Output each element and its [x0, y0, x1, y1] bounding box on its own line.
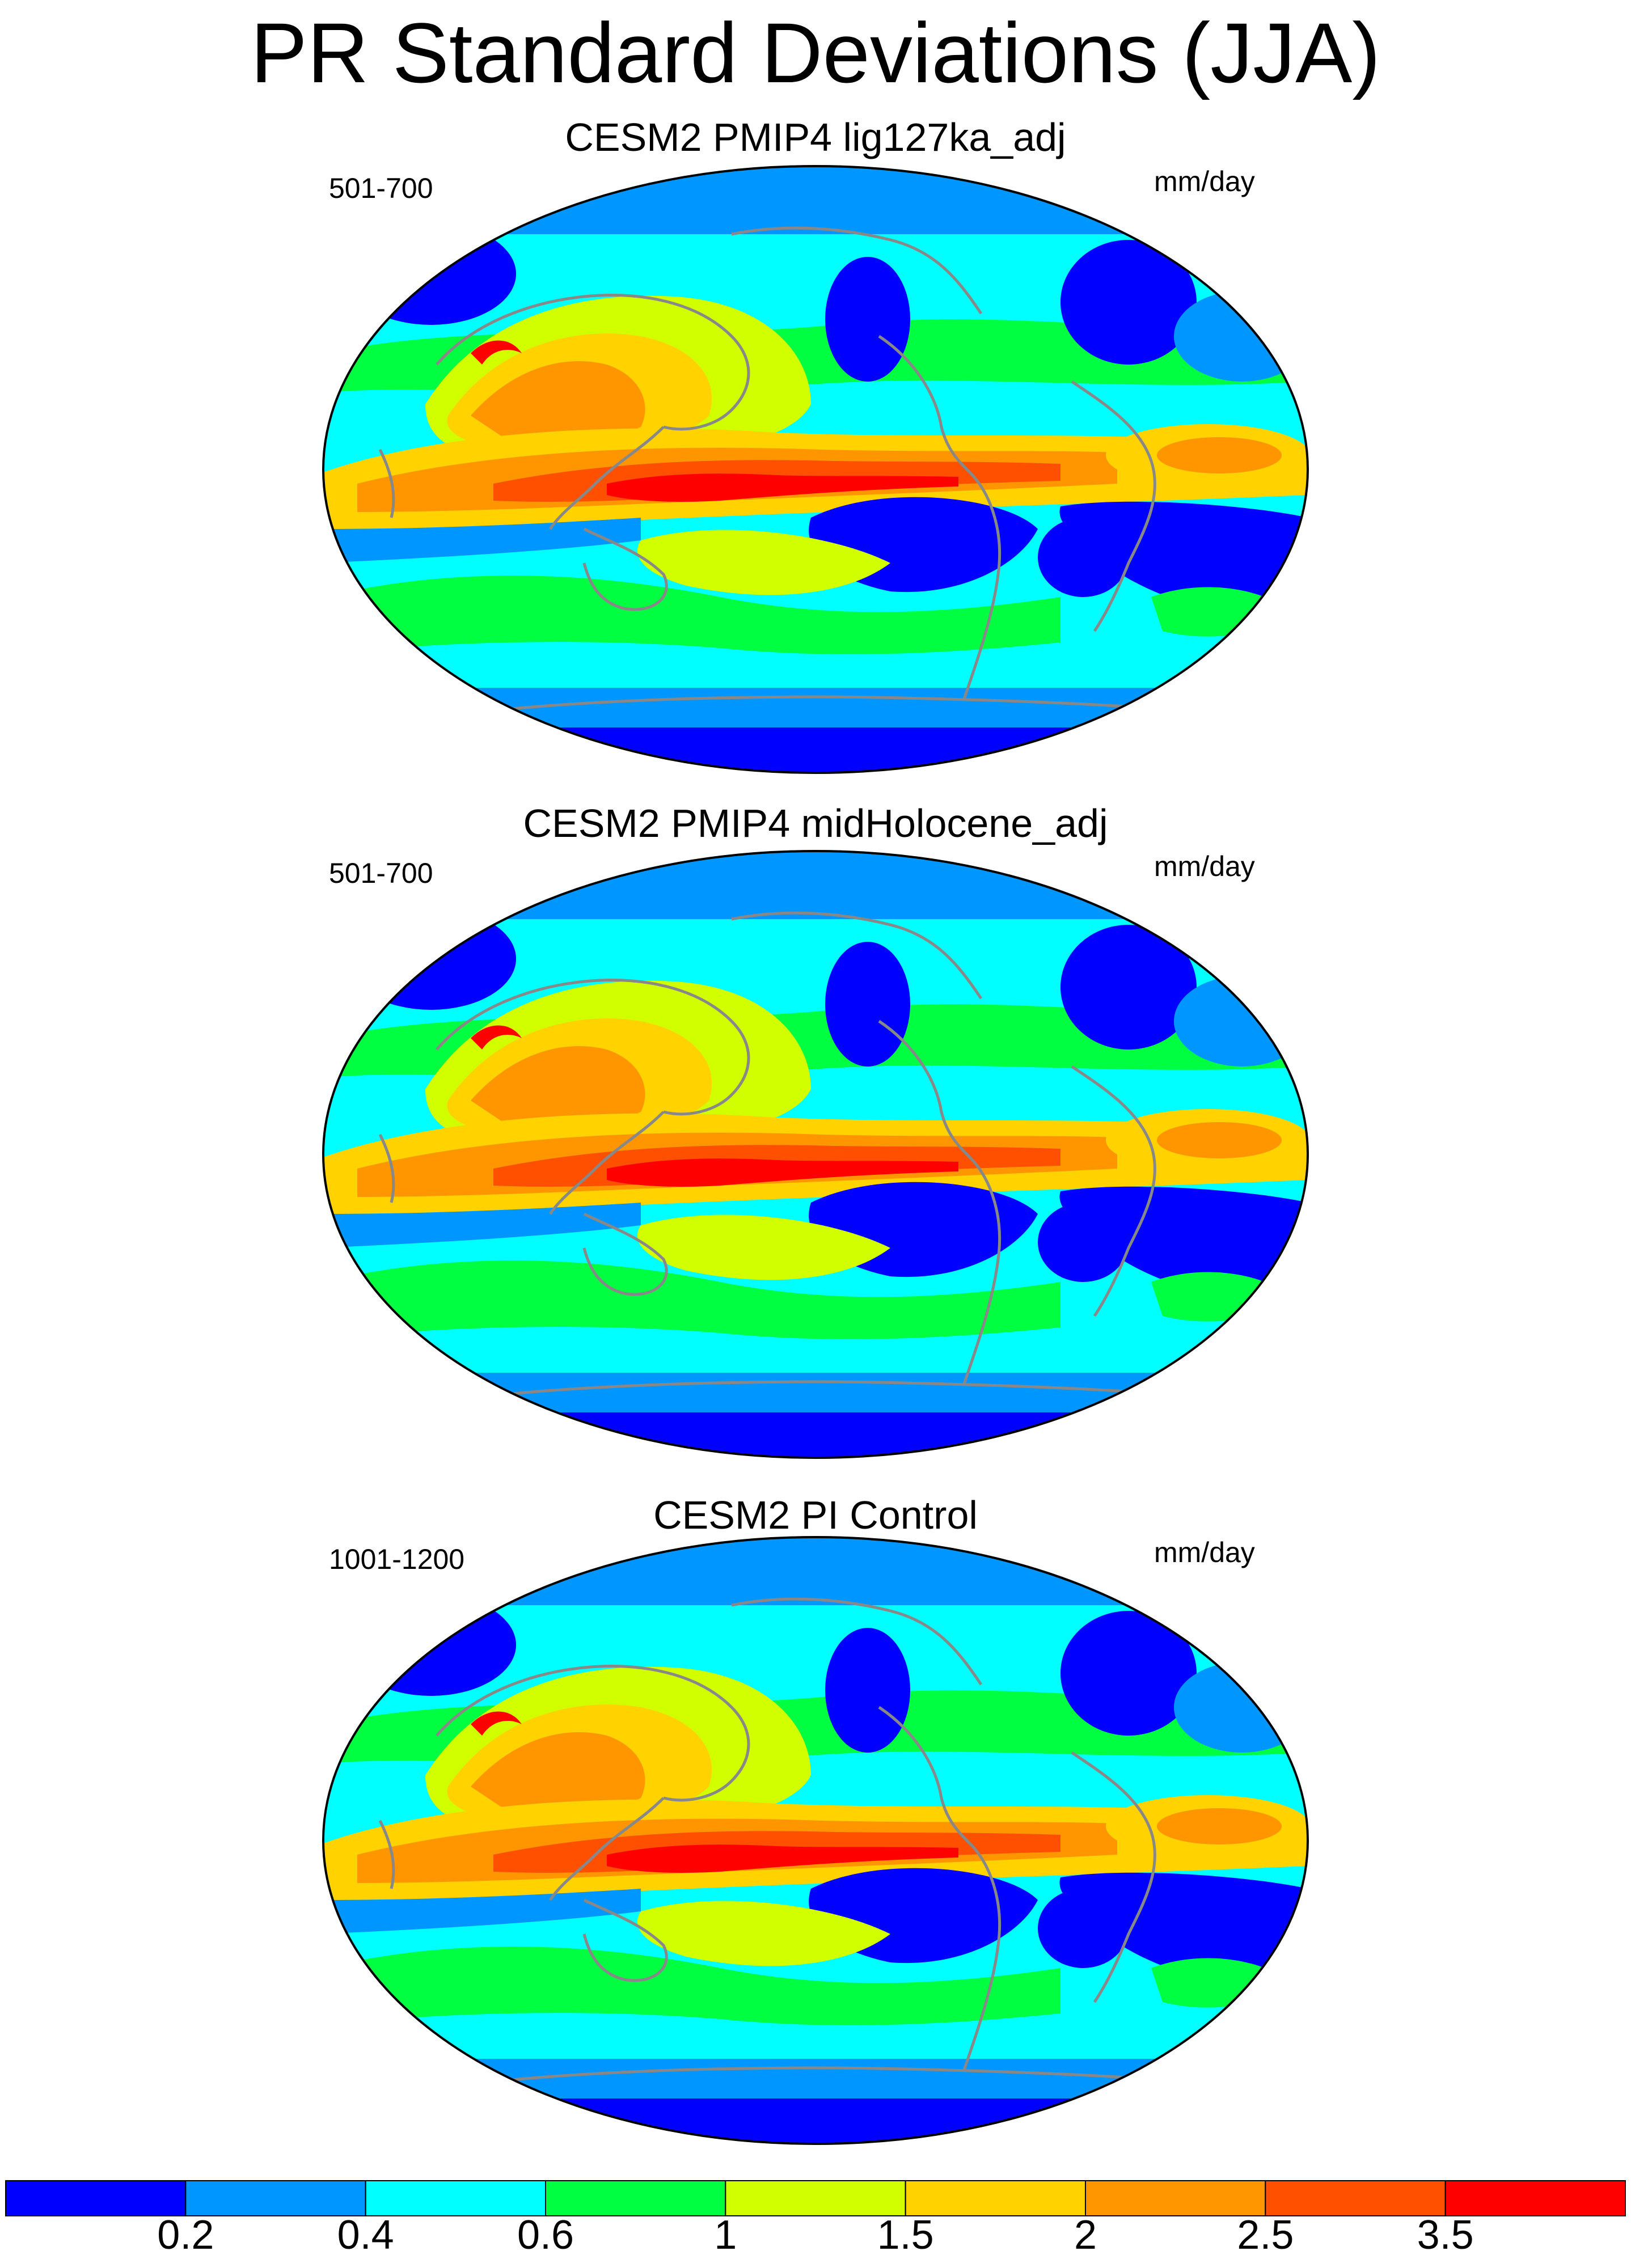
figure-title: PR Standard Deviations (JJA)	[250, 5, 1381, 100]
colorbar-tick-label: 0.4	[337, 2212, 394, 2258]
colorbar-tick-label: 3.5	[1417, 2212, 1474, 2258]
colorbar-box-9	[1444, 2180, 1626, 2216]
map-panel-2	[322, 850, 1309, 1459]
colorbar-box-7	[1085, 2180, 1266, 2216]
panel-1-title: CESM2 PMIP4 lig127ka_adj	[565, 115, 1066, 159]
panel-3-title: CESM2 PI Control	[653, 1493, 978, 1537]
map-outline	[322, 1536, 1309, 2145]
colorbar-tick-label: 2.5	[1237, 2212, 1294, 2258]
colorbar-box-8	[1265, 2180, 1446, 2216]
map-outline	[322, 850, 1309, 1459]
panel-3-period: 1001-1200	[329, 1543, 465, 1575]
map-outline	[322, 165, 1309, 774]
colorbar-tick-label: 0.6	[517, 2212, 574, 2258]
colorbar-box-5	[725, 2180, 906, 2216]
panel-2-units: mm/day	[1154, 850, 1255, 882]
panel-3-units: mm/day	[1154, 1537, 1255, 1568]
panel-1-units: mm/day	[1154, 166, 1255, 197]
colorbar-tick-label: 0.2	[157, 2212, 214, 2258]
colorbar-tick-label: 1	[714, 2212, 737, 2258]
colorbar-box-1	[5, 2180, 187, 2216]
colorbar-box-6	[905, 2180, 1086, 2216]
colorbar-box-3	[365, 2180, 547, 2216]
colorbar-tick-label: 1.5	[877, 2212, 934, 2258]
map-panel-3	[322, 1536, 1309, 2145]
panel-2-period: 501-700	[329, 857, 433, 889]
colorbar-tick-label: 2	[1074, 2212, 1097, 2258]
panel-2-title: CESM2 PMIP4 midHolocene_adj	[523, 801, 1108, 845]
panel-1-period: 501-700	[329, 172, 433, 204]
colorbar-box-4	[545, 2180, 726, 2216]
map-panel-1	[322, 165, 1309, 774]
colorbar-box-2	[185, 2180, 366, 2216]
